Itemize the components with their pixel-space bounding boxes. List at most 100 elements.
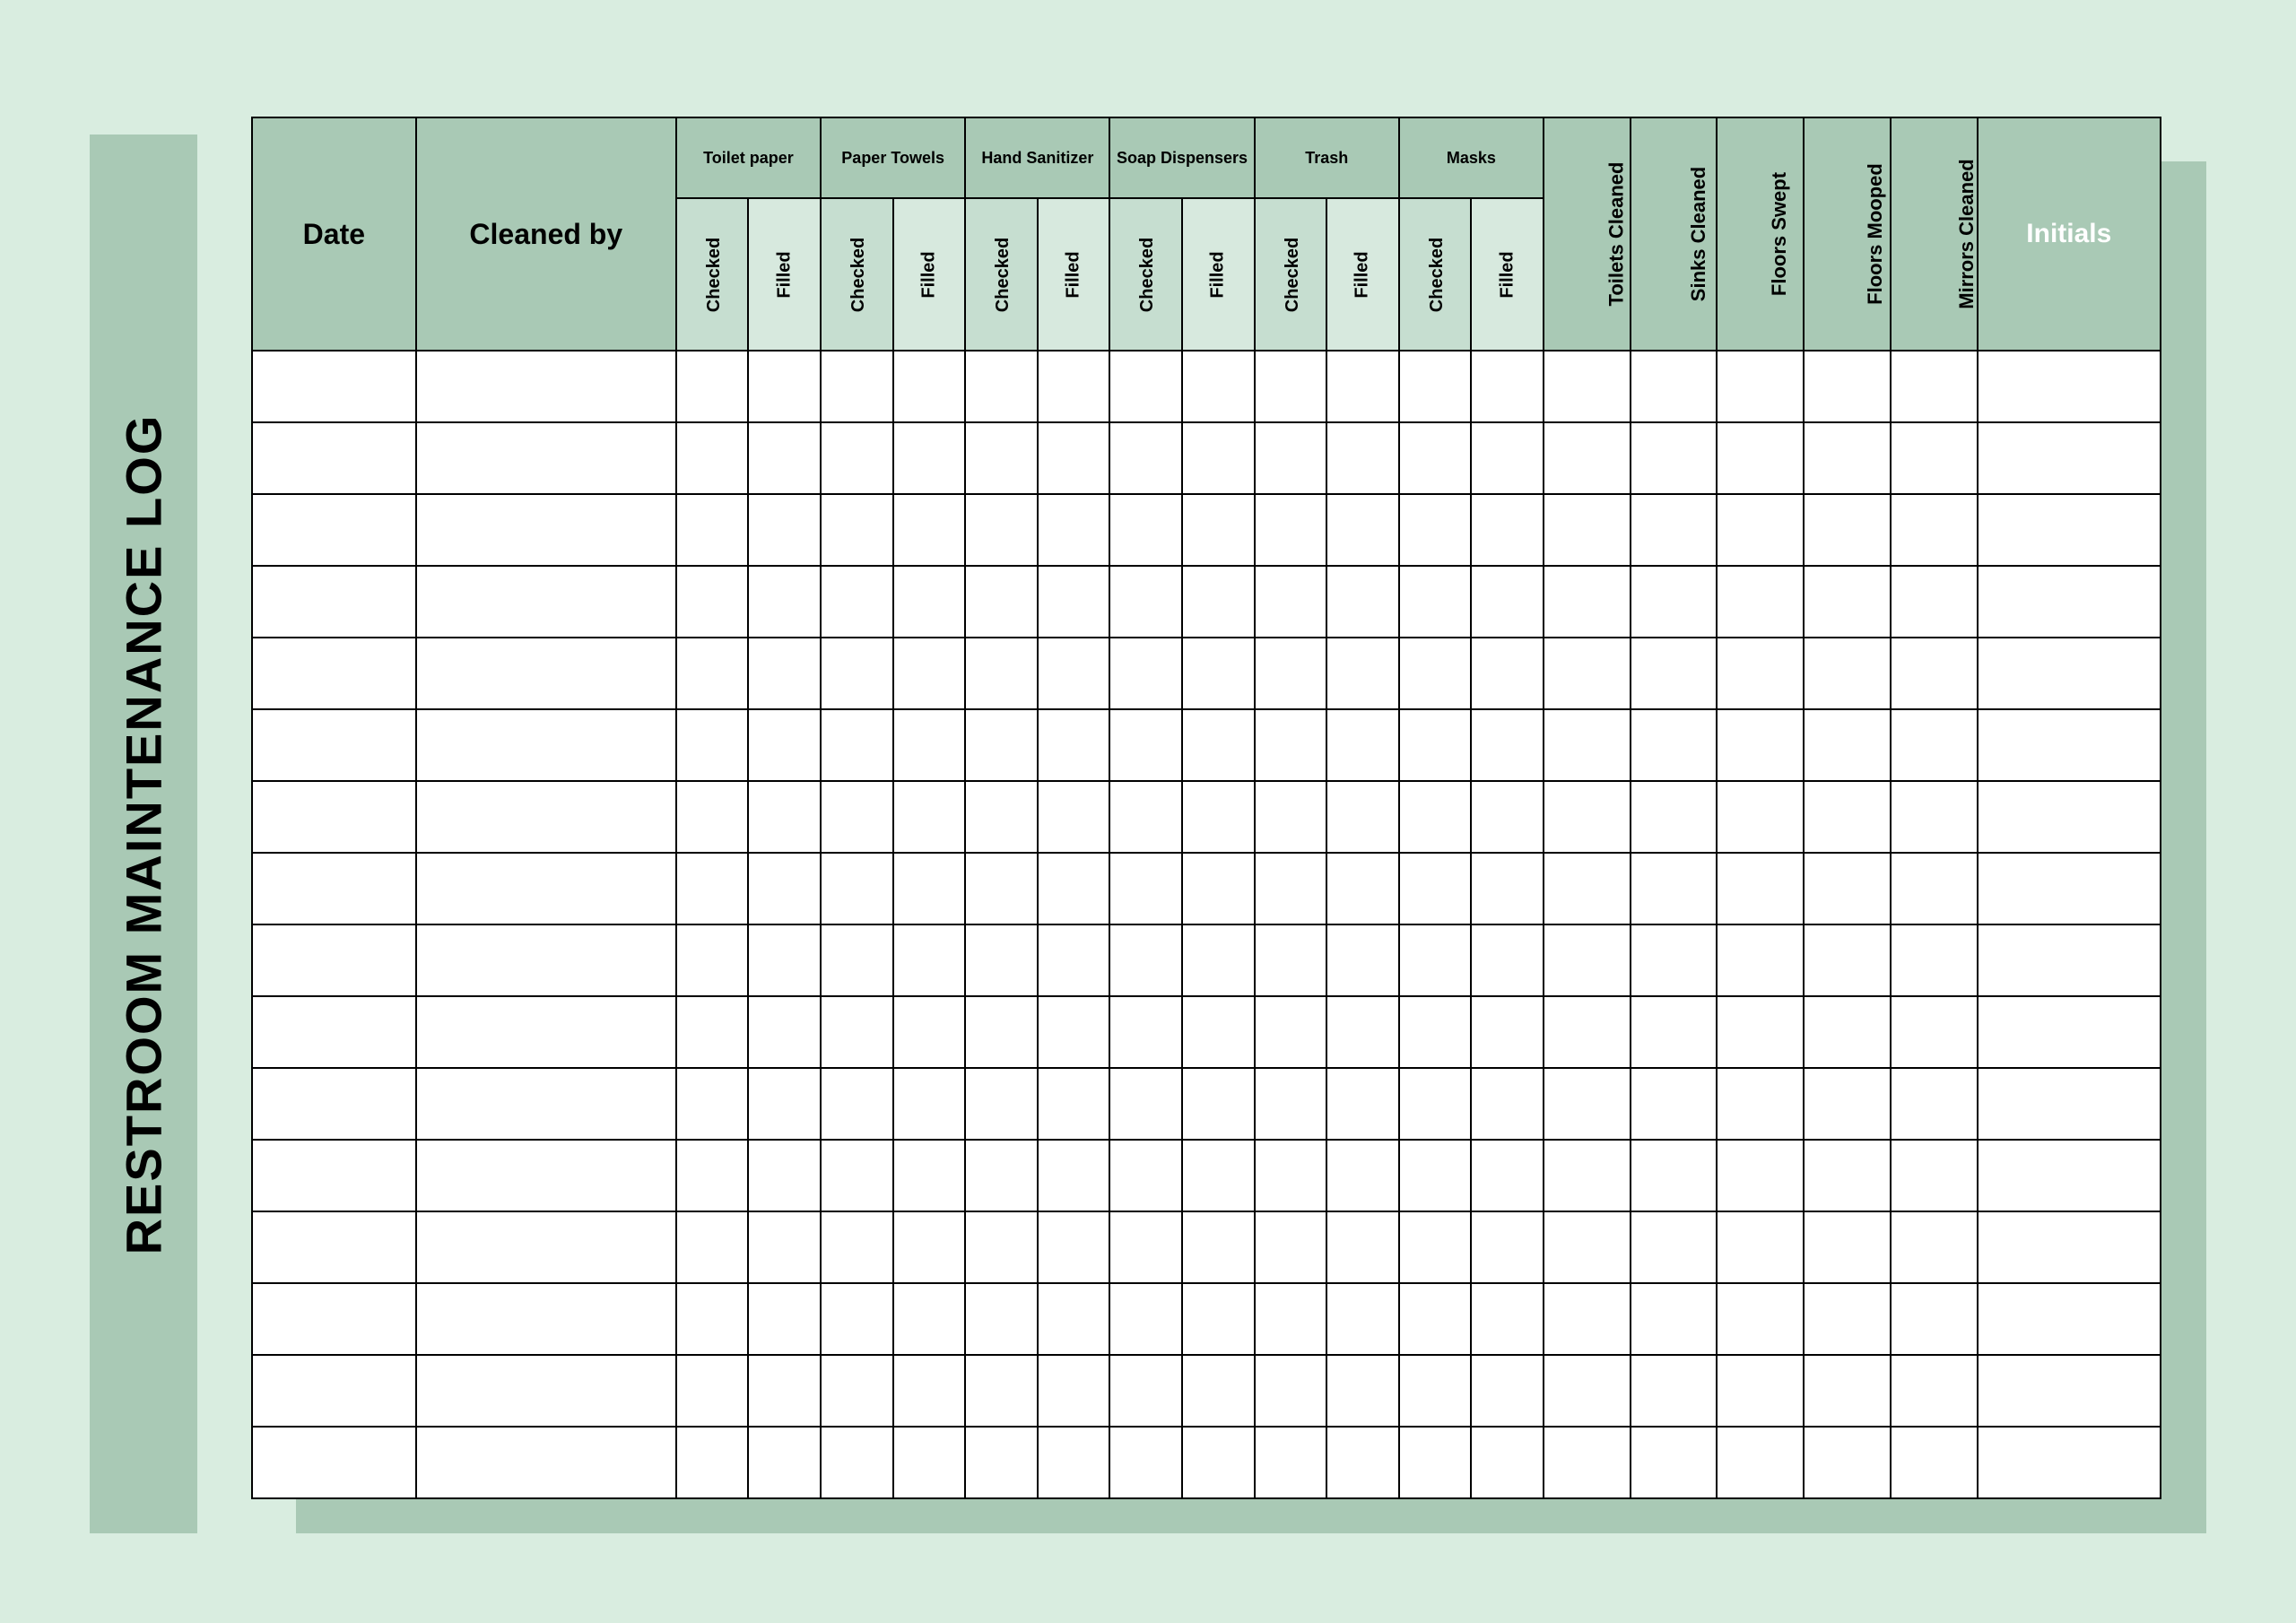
table-cell xyxy=(1182,1355,1255,1427)
table-cell xyxy=(893,781,966,853)
table-cell xyxy=(965,1068,1038,1140)
table-cell xyxy=(1891,1427,1978,1498)
group-soap-dispensers: Soap Dispensers xyxy=(1109,117,1254,198)
table-cell xyxy=(1399,1068,1472,1140)
table-cell xyxy=(676,1211,749,1283)
table-row xyxy=(252,781,2161,853)
table-cell xyxy=(252,853,416,924)
table-cell xyxy=(1544,853,1631,924)
table-cell xyxy=(748,996,821,1068)
table-cell xyxy=(821,566,893,638)
table-cell xyxy=(965,1283,1038,1355)
table-head: Date Cleaned by Toilet paper Paper Towel… xyxy=(252,117,2161,351)
sub-checked: Checked xyxy=(1399,198,1472,351)
table-cell xyxy=(1804,494,1891,566)
table-cell xyxy=(965,709,1038,781)
table-cell xyxy=(1804,638,1891,709)
sub-filled: Filled xyxy=(748,198,821,351)
table-cell xyxy=(1038,566,1110,638)
table-cell xyxy=(1891,1355,1978,1427)
table-cell xyxy=(1804,422,1891,494)
table-cell xyxy=(1891,996,1978,1068)
table-cell xyxy=(965,996,1038,1068)
table-cell xyxy=(1978,1355,2161,1427)
table-cell xyxy=(893,1211,966,1283)
table-cell xyxy=(821,1140,893,1211)
table-cell xyxy=(1326,566,1399,638)
table-cell xyxy=(965,924,1038,996)
table-cell xyxy=(416,566,676,638)
table-cell xyxy=(1891,1211,1978,1283)
table-cell xyxy=(1255,351,1327,422)
table-cell xyxy=(1717,422,1804,494)
table-cell xyxy=(1399,422,1472,494)
table-cell xyxy=(748,924,821,996)
table-cell xyxy=(1255,1140,1327,1211)
table-cell xyxy=(1471,1283,1544,1355)
table-cell xyxy=(1471,1427,1544,1498)
table-row xyxy=(252,1211,2161,1283)
table-cell xyxy=(1891,1068,1978,1140)
table-cell xyxy=(416,422,676,494)
table-cell xyxy=(1182,351,1255,422)
table-cell xyxy=(965,1427,1038,1498)
table-cell xyxy=(821,638,893,709)
table-cell xyxy=(252,1427,416,1498)
table-cell xyxy=(1544,566,1631,638)
table-cell xyxy=(1326,1283,1399,1355)
table-cell xyxy=(1631,709,1718,781)
table-cell xyxy=(252,1283,416,1355)
table-cell xyxy=(1717,494,1804,566)
table-cell xyxy=(1471,566,1544,638)
table-cell xyxy=(1471,924,1544,996)
table-cell xyxy=(1891,494,1978,566)
table-cell xyxy=(676,1355,749,1427)
title-bar: RESTROOM MAINTENANCE LOG xyxy=(90,135,197,1533)
table-cell xyxy=(1891,1140,1978,1211)
table-cell xyxy=(1471,422,1544,494)
col-mirrors-cleaned: Mirrors Cleaned xyxy=(1891,117,1978,351)
table-cell xyxy=(676,781,749,853)
table-cell xyxy=(821,1211,893,1283)
table-cell xyxy=(1471,1068,1544,1140)
table-cell xyxy=(1631,1068,1718,1140)
log-table-container: Date Cleaned by Toilet paper Paper Towel… xyxy=(251,117,2161,1488)
table-row xyxy=(252,494,2161,566)
table-cell xyxy=(893,996,966,1068)
table-cell xyxy=(1399,853,1472,924)
table-cell xyxy=(1978,566,2161,638)
sub-checked: Checked xyxy=(821,198,893,351)
table-cell xyxy=(416,1211,676,1283)
table-cell xyxy=(1717,638,1804,709)
table-cell xyxy=(1326,494,1399,566)
table-cell xyxy=(1109,1355,1182,1427)
table-cell xyxy=(1978,781,2161,853)
table-cell xyxy=(1631,1427,1718,1498)
table-cell xyxy=(416,853,676,924)
table-cell xyxy=(821,924,893,996)
table-cell xyxy=(748,1211,821,1283)
table-cell xyxy=(1891,1283,1978,1355)
table-cell xyxy=(1038,781,1110,853)
table-cell xyxy=(416,638,676,709)
table-cell xyxy=(1182,1283,1255,1355)
table-cell xyxy=(1978,996,2161,1068)
group-hand-sanitizer: Hand Sanitizer xyxy=(965,117,1109,198)
table-cell xyxy=(1804,1140,1891,1211)
table-cell xyxy=(1891,351,1978,422)
table-cell xyxy=(1326,1068,1399,1140)
table-cell xyxy=(821,1068,893,1140)
table-cell xyxy=(1255,494,1327,566)
table-cell xyxy=(893,494,966,566)
table-cell xyxy=(1109,1140,1182,1211)
table-cell xyxy=(416,1068,676,1140)
table-cell xyxy=(1326,1211,1399,1283)
table-cell xyxy=(821,853,893,924)
table-cell xyxy=(748,1355,821,1427)
table-cell xyxy=(1399,638,1472,709)
table-cell xyxy=(1471,1355,1544,1427)
table-cell xyxy=(1471,1140,1544,1211)
table-cell xyxy=(1038,1140,1110,1211)
table-cell xyxy=(893,924,966,996)
table-cell xyxy=(1544,1427,1631,1498)
